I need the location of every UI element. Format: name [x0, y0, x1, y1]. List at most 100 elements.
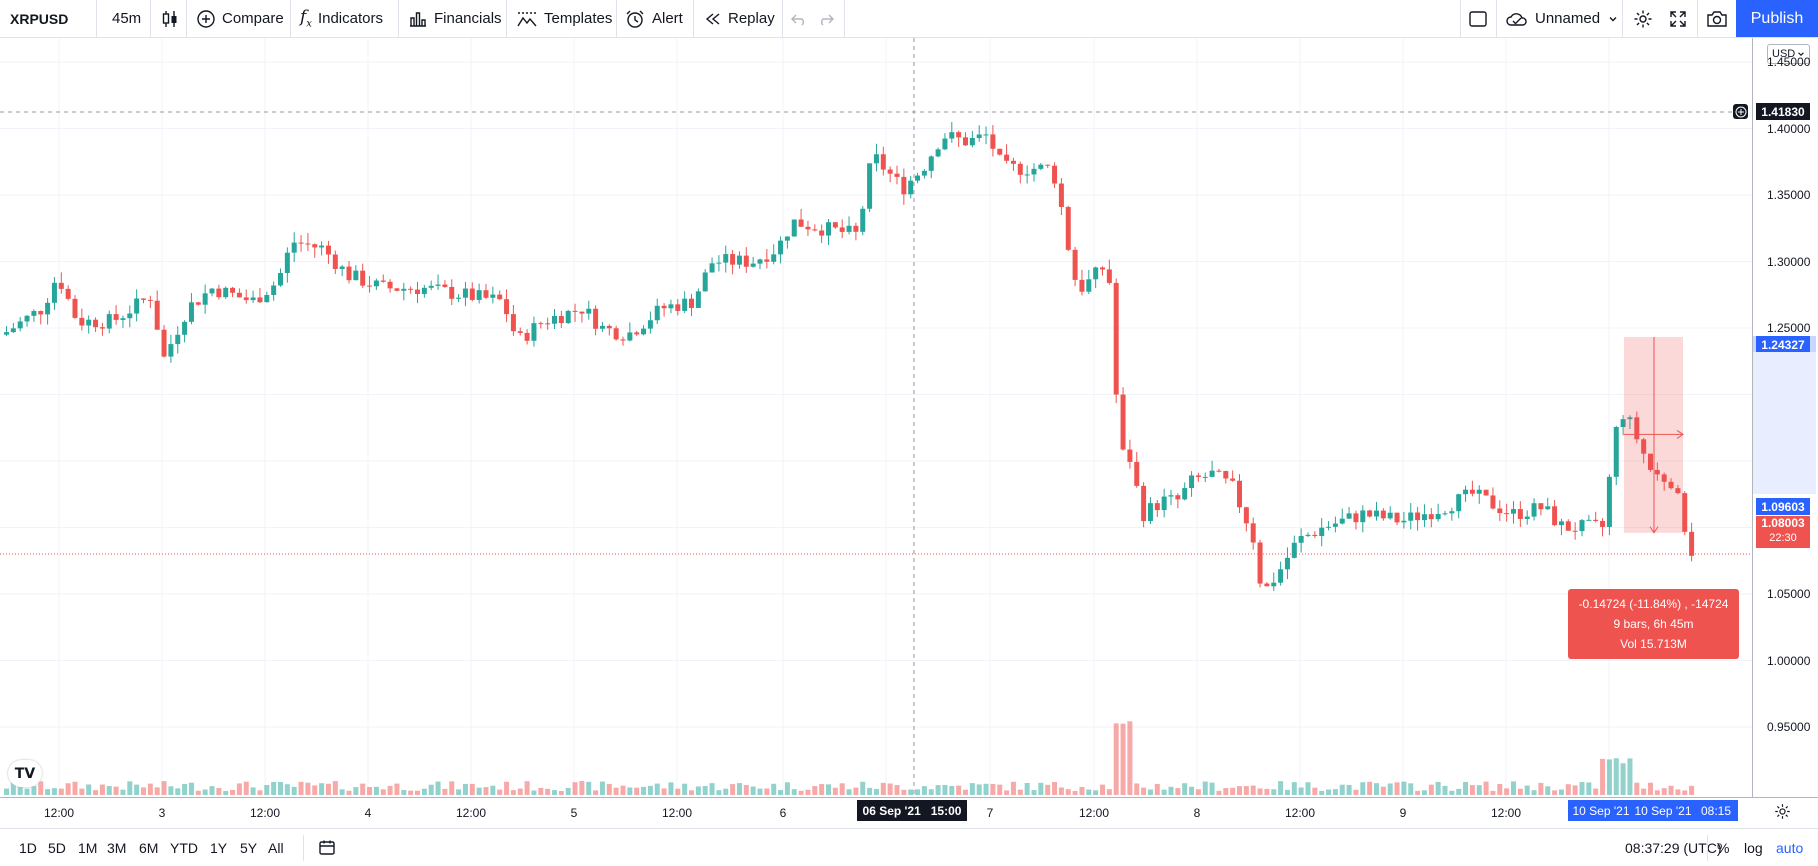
volume-bar — [134, 784, 140, 795]
volume-bar — [1613, 758, 1619, 795]
price-chart[interactable] — [0, 38, 1752, 797]
candle-body — [305, 243, 311, 245]
symbol-search[interactable]: XRPUSD — [10, 10, 69, 27]
compare-button[interactable]: Compare — [196, 0, 284, 37]
candle-body — [1682, 493, 1688, 532]
publish-button[interactable]: Publish — [1736, 0, 1818, 37]
replay-button[interactable]: Replay — [704, 0, 775, 37]
chart-type-button[interactable] — [160, 0, 180, 37]
candle-body — [17, 321, 23, 329]
volume-bar — [1264, 788, 1270, 795]
candle-body — [1052, 165, 1058, 184]
price-label: 1.40000 — [1767, 121, 1811, 136]
candle-body — [490, 294, 496, 298]
range-button-1y[interactable]: 1Y — [210, 839, 228, 856]
go-to-date-button[interactable] — [318, 829, 336, 866]
candle-body — [1627, 417, 1633, 420]
undo-button[interactable] — [790, 0, 808, 37]
interval-button[interactable]: 45m — [112, 10, 142, 27]
settings-button[interactable] — [1627, 0, 1659, 37]
range-top-price-tag: 1.24327 — [1756, 336, 1810, 353]
range-button-ytd[interactable]: YTD — [170, 839, 198, 856]
candle-body — [202, 293, 208, 305]
candle-body — [1689, 531, 1695, 556]
candle-body — [264, 294, 270, 303]
candle-body — [983, 134, 989, 136]
candles-icon — [162, 10, 177, 27]
candle-body — [154, 300, 160, 330]
volume-bar — [1154, 783, 1160, 795]
redo-button[interactable] — [817, 0, 835, 37]
candle-body — [428, 285, 434, 288]
candle-body — [1579, 520, 1585, 532]
candle-body — [1442, 513, 1448, 515]
candle-body — [319, 245, 325, 248]
crosshair-time-tag: 06 Sep '21 15:00 — [857, 800, 967, 821]
fullscreen-button[interactable] — [1662, 0, 1694, 37]
price-label: 1.00000 — [1767, 653, 1811, 668]
range-button-5y[interactable]: 5Y — [240, 839, 258, 856]
financials-button[interactable]: Financials — [408, 0, 502, 37]
volume-bar — [1661, 788, 1667, 795]
candle-body — [784, 236, 790, 241]
volume-bar — [1641, 788, 1647, 795]
range-button-3m[interactable]: 3M — [107, 839, 127, 856]
range-button-1m[interactable]: 1M — [78, 839, 98, 856]
candle-body — [565, 310, 571, 324]
price-label: 0.95000 — [1767, 720, 1811, 734]
candle-body — [360, 270, 366, 286]
save-layout-button[interactable]: Unnamed — [1505, 0, 1618, 37]
candle-body — [79, 317, 85, 326]
volume-bar — [976, 784, 982, 795]
volume-bar — [1469, 785, 1475, 795]
candle-body — [579, 311, 585, 314]
volume-bar — [1634, 782, 1640, 795]
volume-bar — [956, 785, 962, 795]
volume-bar — [10, 782, 16, 795]
candle-body — [805, 226, 811, 230]
volume-bar — [58, 788, 64, 795]
range-button-5d[interactable]: 5D — [48, 839, 66, 856]
templates-button[interactable]: Templates — [516, 0, 612, 37]
range-button-all[interactable]: All — [268, 839, 284, 856]
candle-body — [647, 320, 653, 329]
time-axis-settings-button[interactable] — [1774, 803, 1791, 825]
indicators-button[interactable]: fx Indicators — [300, 0, 383, 37]
fullscreen-layout-button[interactable] — [1468, 0, 1488, 37]
candle-body — [1524, 516, 1530, 519]
candle-body — [880, 154, 886, 170]
volume-bar — [695, 786, 701, 795]
clock-timezone[interactable]: 08:37:29 (UTC) — [1625, 839, 1722, 856]
log-scale-toggle[interactable]: log — [1744, 839, 1763, 856]
volume-bar — [421, 788, 427, 795]
range-button-1d[interactable]: 1D — [19, 839, 37, 856]
chart-pane[interactable]: TV -0.14724 (-11.84%) , -14724 9 bars, 6… — [0, 38, 1752, 797]
candle-body — [298, 242, 304, 244]
time-label: 9 — [1399, 806, 1407, 820]
snapshot-button[interactable] — [1702, 0, 1732, 37]
alert-label: Alert — [652, 10, 683, 27]
alert-button[interactable]: Alert — [624, 0, 683, 37]
toolbar-divider — [616, 0, 617, 37]
volume-bar — [784, 782, 790, 795]
candle-body — [764, 259, 770, 262]
candle-body — [531, 323, 537, 341]
time-label: 12:00 — [1490, 806, 1522, 820]
volume-bar — [1031, 790, 1037, 795]
auto-scale-toggle[interactable]: auto — [1776, 839, 1804, 856]
toolbar-divider — [844, 0, 845, 37]
time-scale[interactable]: 12:00 3 12:00 4 12:00 5 12:00 6 7 12:00 8 12:00 9 12:… — [0, 797, 1818, 828]
volume-bar — [730, 784, 736, 795]
volume-bar — [1346, 784, 1352, 795]
percent-scale-toggle[interactable]: % — [1717, 839, 1730, 856]
fx-icon: fx — [300, 7, 312, 30]
toolbar-divider — [1460, 0, 1461, 37]
price-scale[interactable]: USD 1.45000 1.40000 1.35000 1.30000 1.25000 1… — [1733, 38, 1818, 797]
range-button-6m[interactable]: 6M — [139, 839, 159, 856]
currency-selector[interactable]: USD — [1767, 44, 1811, 64]
volume-bar — [510, 790, 516, 795]
expand-icon — [1670, 10, 1686, 27]
add-alert-icon[interactable] — [1733, 104, 1748, 119]
candle-body — [236, 292, 242, 298]
tradingview-logo[interactable]: TV — [8, 760, 42, 787]
